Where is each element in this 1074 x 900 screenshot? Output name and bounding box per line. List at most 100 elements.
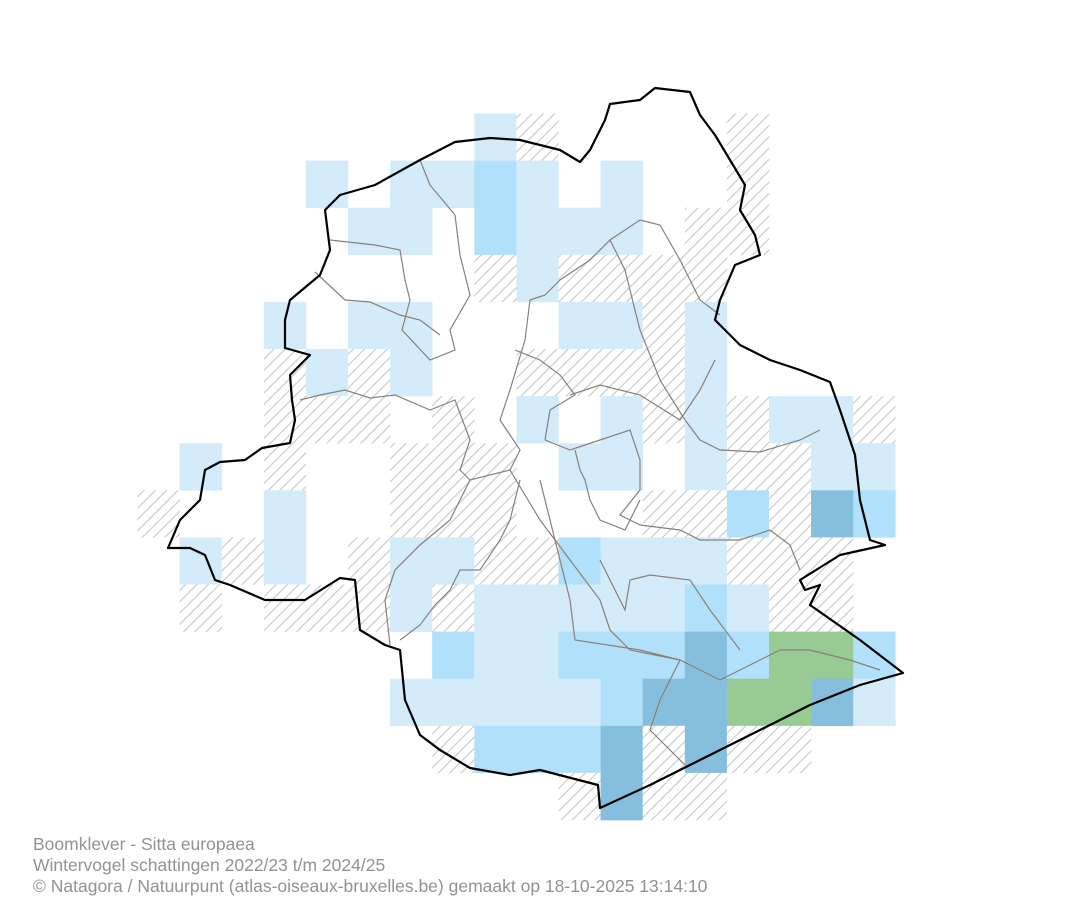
grid-cell-class-1: [600, 537, 643, 585]
grid-cell-class-2: [642, 631, 686, 679]
grid-cell-hatched: [474, 254, 517, 303]
grid-cell-class-1: [684, 349, 728, 397]
grid-cell-class-1: [600, 584, 643, 632]
commune-line: [599, 559, 741, 651]
grid-cell-class-1: [263, 490, 307, 538]
grid-cell-class-1: [558, 678, 601, 727]
grid-cells: [137, 113, 896, 821]
grid-cell-hatched: [558, 349, 601, 397]
grid-cell-class-1: [474, 631, 517, 679]
grid-cell-hatched: [474, 490, 517, 538]
grid-cell-class-1: [516, 254, 559, 303]
grid-cell-hatched: [600, 254, 643, 303]
grid-cell-hatched: [769, 443, 812, 491]
grid-cell-hatched: [726, 537, 770, 585]
grid-cell-class-1: [600, 160, 643, 208]
grid-cell-hatched: [516, 349, 559, 397]
grid-cell-hatched: [726, 160, 770, 208]
grid-cell-class-2: [474, 207, 517, 256]
grid-cell-class-1: [390, 301, 433, 350]
grid-cell-hatched: [684, 207, 728, 256]
commune-line: [514, 349, 576, 441]
commune-line: [399, 479, 521, 641]
grid-cell-class-3: [600, 772, 643, 821]
grid-cell-class-1: [558, 584, 601, 632]
grid-cell-class-2: [474, 160, 517, 208]
grid-cell-class-1: [390, 537, 433, 585]
commune-line: [329, 159, 471, 361]
grid-cell-hatched: [769, 584, 812, 632]
grid-cell-class-1: [179, 537, 222, 585]
grid-cell-class-1: [516, 396, 559, 444]
grid-cell-class-1: [432, 160, 475, 208]
grid-cell-hatched: [853, 396, 896, 444]
grid-cell-class-2: [726, 490, 770, 538]
grid-cell-hatched: [516, 113, 559, 161]
dataset-subtitle: Wintervogel schattingen 2022/23 t/m 2024…: [33, 855, 386, 875]
grid-cell-class-2: [558, 537, 601, 585]
grid-cell-class-1: [642, 537, 686, 585]
grid-cell-class-1: [726, 584, 770, 632]
grid-cell-class-1: [516, 160, 559, 208]
commune-line: [609, 239, 821, 453]
grid-cell-hatched: [305, 584, 349, 632]
grid-cell-class-1: [390, 584, 433, 632]
grid-cell-class-1: [516, 631, 559, 679]
commune-line: [314, 271, 441, 336]
region-border: [166, 86, 905, 810]
grid-cell-hatched: [263, 349, 307, 397]
grid-cell-hatched: [684, 772, 728, 821]
grid-cell-hatched: [432, 396, 475, 444]
grid-cell-class-3: [811, 490, 854, 538]
grid-cell-class-2: [726, 631, 770, 679]
grid-cell-class-4: [769, 631, 812, 679]
grid-cell-hatched: [263, 443, 307, 491]
grid-cell-class-1: [600, 207, 643, 256]
grid-cell-class-1: [516, 584, 559, 632]
grid-cell-class-1: [474, 113, 517, 161]
grid-cell-class-1: [263, 537, 307, 585]
grid-cell-class-1: [474, 678, 517, 727]
grid-cell-hatched: [726, 207, 770, 256]
grid-cell-class-2: [558, 631, 601, 679]
grid-cell-hatched: [348, 349, 391, 397]
species-title: Boomklever - Sitta europaea: [33, 834, 255, 854]
grid-cell-class-1: [305, 160, 349, 208]
grid-cell-class-3: [684, 631, 728, 679]
grid-cell-class-1: [684, 396, 728, 444]
grid-cell-class-1: [558, 301, 601, 350]
grid-cell-hatched: [600, 349, 643, 397]
grid-cell-hatched: [642, 725, 686, 774]
grid-cell-hatched: [642, 490, 686, 538]
grid-cell-class-1: [390, 678, 433, 727]
grid-cell-hatched: [642, 772, 686, 821]
grid-cell-hatched: [726, 396, 770, 444]
grid-cell-hatched: [642, 396, 686, 444]
grid-cell-class-1: [432, 537, 475, 585]
grid-cell-hatched: [305, 396, 349, 444]
grid-cell-hatched: [432, 584, 475, 632]
grid-cell-hatched: [474, 443, 517, 491]
grid-cell-class-2: [600, 678, 643, 727]
grid-cell-class-2: [600, 631, 643, 679]
grid-cell-class-3: [684, 678, 728, 727]
commune-line: [539, 479, 686, 766]
grid-cell-hatched: [558, 254, 601, 303]
grid-cell-hatched: [432, 443, 475, 491]
grid-cell-hatched: [642, 301, 686, 350]
grid-cell-class-2: [474, 725, 517, 774]
grid-cell-class-1: [811, 443, 854, 491]
grid-cell-hatched: [390, 490, 433, 538]
grid-cell-hatched: [769, 490, 812, 538]
grid-cell-class-1: [348, 301, 391, 350]
grid-cell-class-1: [432, 678, 475, 727]
grid-cell-hatched: [726, 113, 770, 161]
grid-cell-class-1: [558, 207, 601, 256]
grid-cell-class-1: [390, 160, 433, 208]
commune-line: [384, 479, 471, 646]
grid-cell-class-1: [600, 301, 643, 350]
grid-cell-hatched: [642, 349, 686, 397]
grid-cell-hatched: [769, 725, 812, 774]
grid-cell-hatched: [684, 490, 728, 538]
